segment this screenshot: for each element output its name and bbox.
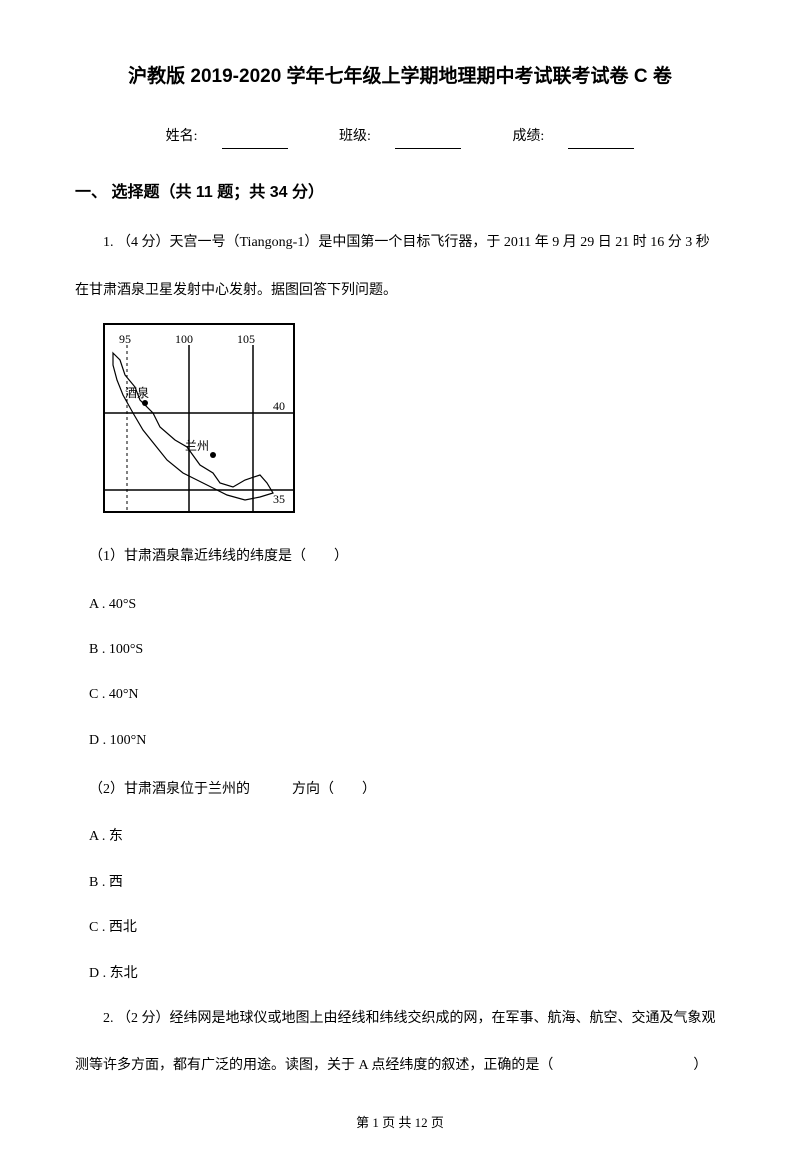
q1-sub1-option-d: D . 100°N (89, 726, 725, 755)
q1-intro2: 在甘肃酒泉卫星发射中心发射。据图回答下列问题。 (75, 276, 725, 305)
svg-text:105: 105 (237, 332, 255, 346)
q1-sub2: （2）甘肃酒泉位于兰州的 方向（ ） (89, 775, 725, 804)
class-blank (395, 133, 461, 149)
section-header: 一、 选择题（共 11 题；共 34 分） (75, 179, 725, 208)
score-label: 成绩: (500, 129, 646, 144)
q2-intro2: 测等许多方面，都有广泛的用途。读图，关于 A 点经纬度的叙述，正确的是（ ） (75, 1051, 725, 1080)
q1-sub2-option-a: A . 东 (89, 822, 725, 851)
q1-sub1-option-b: B . 100°S (89, 635, 725, 664)
name-blank (222, 133, 288, 149)
page-title: 沪教版 2019-2020 学年七年级上学期地理期中考试联考试卷 C 卷 (75, 60, 725, 94)
q1-sub1-option-a: A . 40°S (89, 590, 725, 619)
q1-sub1-option-c: C . 40°N (89, 680, 725, 709)
q1-sub1: （1）甘肃酒泉靠近纬线的纬度是（ ） (89, 542, 725, 571)
svg-text:100: 100 (175, 332, 193, 346)
svg-text:95: 95 (119, 332, 131, 346)
map-figure: 95 100 105 40 35 酒泉 兰州 (103, 323, 725, 522)
svg-text:35: 35 (273, 492, 285, 506)
q1-sub2-option-c: C . 西北 (89, 913, 725, 942)
student-info-line: 姓名: 班级: 成绩: (75, 124, 725, 149)
svg-text:40: 40 (273, 399, 285, 413)
score-blank (568, 133, 634, 149)
q1-intro: 1. （4 分）天宫一号（Tiangong-1）是中国第一个目标飞行器，于 20… (75, 228, 725, 257)
map-svg: 95 100 105 40 35 酒泉 兰州 (103, 323, 295, 513)
q1-sub2-option-b: B . 西 (89, 868, 725, 897)
class-label: 班级: (327, 129, 473, 144)
q2-intro: 2. （2 分）经纬网是地球仪或地图上由经线和纬线交织成的网，在军事、航海、航空… (75, 1004, 725, 1033)
svg-text:酒泉: 酒泉 (125, 386, 149, 400)
name-label: 姓名: (154, 129, 300, 144)
page-footer: 第 1 页 共 12 页 (75, 1111, 725, 1134)
q1-sub2-option-d: D . 东北 (89, 959, 725, 988)
svg-text:兰州: 兰州 (185, 439, 209, 453)
